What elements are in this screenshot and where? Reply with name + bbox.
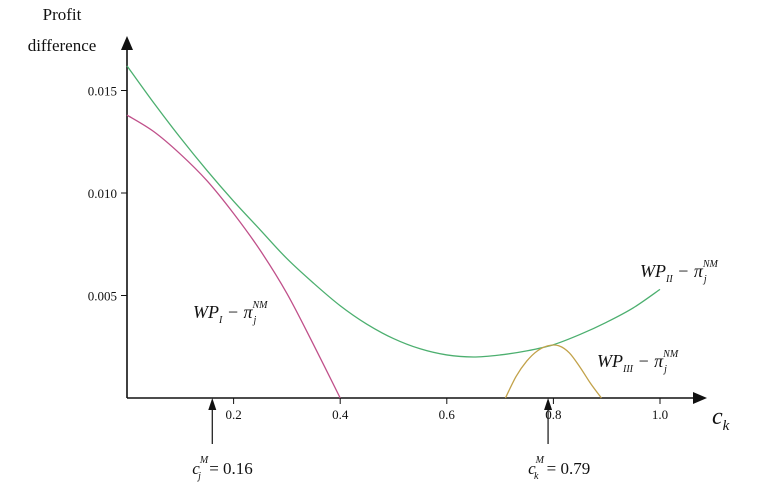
annotation-arrow-head xyxy=(544,398,553,410)
x-axis-title: ck xyxy=(712,404,730,434)
curve-label-minus-pi: − π xyxy=(673,261,704,281)
x-tick-label: 0.4 xyxy=(332,407,349,422)
ticks: 0.2 0.4 0.6 0.8 1.0 0.005 0.010 0.015 xyxy=(88,84,668,423)
annotation-sub: j xyxy=(196,471,201,482)
y-tick-label: 0.010 xyxy=(88,186,117,201)
annotation-label-2: cM k = 0.79 xyxy=(528,455,590,482)
y-axis-title-line2: difference xyxy=(28,36,97,55)
curve-label-sub: III xyxy=(622,364,634,375)
x-tick-label: 1.0 xyxy=(652,407,668,422)
curve-label-sup: NM xyxy=(252,300,269,311)
curve-label-3: WPIII − πNM j xyxy=(597,349,679,375)
curve-label-minus-pi: − π xyxy=(633,351,664,371)
series-wp2-line xyxy=(126,65,661,358)
x-tick-label: 0.8 xyxy=(545,407,561,422)
annotation-value: = 0.79 xyxy=(542,459,590,478)
annotations-group: cM j = 0.16 cM k = 0.79 xyxy=(192,398,590,482)
annotation-value: = 0.16 xyxy=(205,459,253,478)
curve-label-minus-pi: − π xyxy=(222,302,253,322)
annotation-label-1: cM j = 0.16 xyxy=(192,455,253,482)
curve-label-sup: NM xyxy=(702,259,719,270)
series-group xyxy=(126,65,661,399)
annotation-sup: M xyxy=(535,455,545,466)
curve-label-2: WPII − πNM j xyxy=(640,259,719,285)
curve-label-subj: j xyxy=(662,364,667,375)
x-axis-arrow xyxy=(693,392,707,404)
series-wp1-line xyxy=(126,114,341,399)
curve-label-sub: II xyxy=(665,274,673,285)
y-tick-label: 0.015 xyxy=(88,84,117,99)
curve-label-1: WPI − πNM j xyxy=(193,300,268,326)
series-wp3-line xyxy=(504,344,602,399)
annotation-arrow-head xyxy=(208,398,217,410)
annotation-base: c xyxy=(192,459,200,478)
x-axis-title-sub: k xyxy=(723,418,730,434)
curve-label-prefix: WP xyxy=(640,261,666,281)
curve-label-prefix: WP xyxy=(597,351,623,371)
y-tick-label: 0.005 xyxy=(88,289,117,304)
curve-label-sub: I xyxy=(218,315,223,326)
curve-label-subj: j xyxy=(702,274,707,285)
x-tick-label: 0.6 xyxy=(439,407,456,422)
x-tick-label: 0.2 xyxy=(225,407,241,422)
curve-label-sup: NM xyxy=(662,349,679,360)
annotation-sub: k xyxy=(534,471,539,482)
y-axis-arrow xyxy=(121,36,133,50)
y-axis-title-line1: Profit xyxy=(43,5,82,24)
curve-label-prefix: WP xyxy=(193,302,219,322)
x-axis-title-base: c xyxy=(712,404,723,430)
curve-label-subj: j xyxy=(252,315,257,326)
annotation-sup: M xyxy=(199,455,209,466)
annotation-base: c xyxy=(528,459,536,478)
